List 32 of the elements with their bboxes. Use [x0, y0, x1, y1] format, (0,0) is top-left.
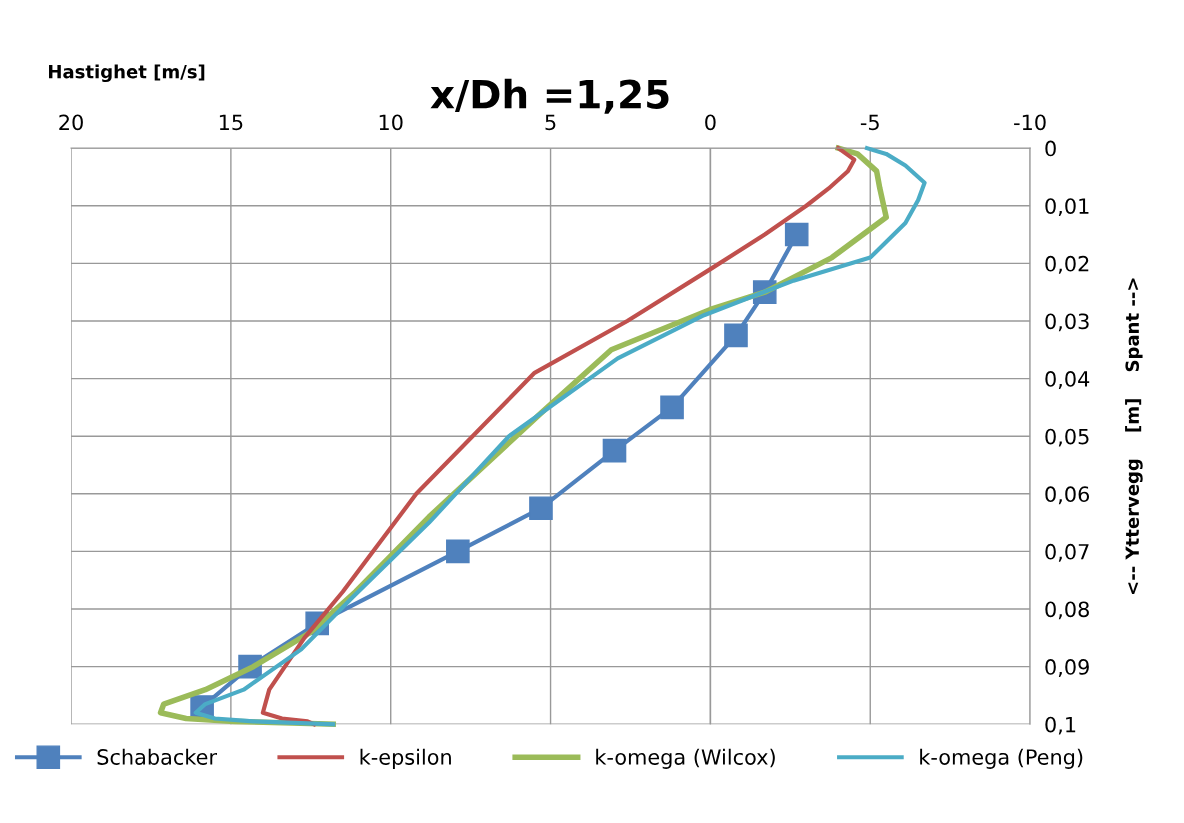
x-tick-label: 15	[219, 114, 243, 131]
x-tick-label: 10	[379, 114, 403, 131]
y-tick-label: 0,1	[1045, 716, 1076, 735]
x-tick-label: -10	[1014, 114, 1046, 131]
legend-label: k-omega (Wilcox)	[596, 748, 775, 769]
y-tick-label: 0,05	[1045, 428, 1089, 447]
y-tick-label: 0,07	[1045, 543, 1089, 562]
y-tick-label: 0,08	[1045, 601, 1089, 620]
x-tick-label: 5	[545, 114, 556, 131]
x-axis-title: Hastighet [m/s]	[49, 64, 205, 83]
legend-label: k-epsilon	[360, 748, 451, 769]
y-tick-label: 0,06	[1045, 486, 1090, 505]
y-tick-label: 0,03	[1045, 313, 1089, 332]
point	[784, 222, 809, 247]
y-tick-label: 0	[1045, 140, 1056, 157]
point	[724, 323, 748, 348]
point	[602, 438, 627, 463]
y-tick-label: 0,02	[1045, 255, 1089, 274]
y-axis-title: <-- Yttervegg [m] Spant -->	[1125, 278, 1143, 594]
y-tick-label: 0,09	[1045, 659, 1089, 677]
x-tick-label: 0	[705, 114, 716, 131]
line-series	[260, 146, 857, 727]
y-tick-label: 0,04	[1045, 371, 1090, 389]
point	[660, 395, 684, 420]
point	[529, 496, 553, 521]
y-tick-label: 0,01	[1045, 198, 1089, 217]
chart-title: x/Dh =1,25	[430, 78, 669, 114]
legend-label: Schabacker	[97, 748, 218, 765]
point	[446, 539, 470, 564]
x-tick-label: 20	[59, 114, 83, 131]
legend-label: k-omega (Peng)	[920, 748, 1083, 769]
x-tick-label: -5	[860, 114, 879, 131]
